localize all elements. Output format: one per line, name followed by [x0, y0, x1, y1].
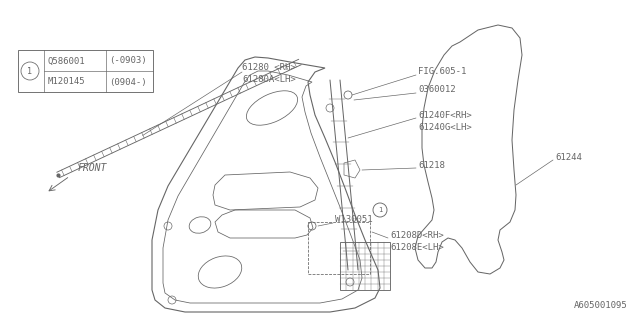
- Text: Q586001: Q586001: [48, 57, 86, 66]
- Text: 1: 1: [28, 67, 33, 76]
- Text: 0360012: 0360012: [418, 85, 456, 94]
- Text: M120145: M120145: [48, 77, 86, 86]
- Text: W130051: W130051: [335, 215, 372, 225]
- Text: A605001095: A605001095: [574, 301, 628, 310]
- Text: 61208E<LH>: 61208E<LH>: [390, 244, 444, 252]
- Text: FIG.605-1: FIG.605-1: [418, 68, 467, 76]
- Text: 61280 <RH>: 61280 <RH>: [242, 63, 296, 73]
- Text: 61240G<LH>: 61240G<LH>: [418, 123, 472, 132]
- Text: (0904-): (0904-): [109, 77, 147, 86]
- Text: FRONT: FRONT: [78, 163, 108, 173]
- Text: (-0903): (-0903): [109, 57, 147, 66]
- Bar: [340, 242, 390, 290]
- Bar: [18, 50, 153, 92]
- Text: 61280A<LH>: 61280A<LH>: [242, 76, 296, 84]
- Text: 61244: 61244: [555, 154, 582, 163]
- Text: 61208D<RH>: 61208D<RH>: [390, 231, 444, 241]
- Bar: [308, 222, 370, 274]
- Text: 61240F<RH>: 61240F<RH>: [418, 110, 472, 119]
- Text: 1: 1: [378, 207, 382, 213]
- Text: 61218: 61218: [418, 161, 445, 170]
